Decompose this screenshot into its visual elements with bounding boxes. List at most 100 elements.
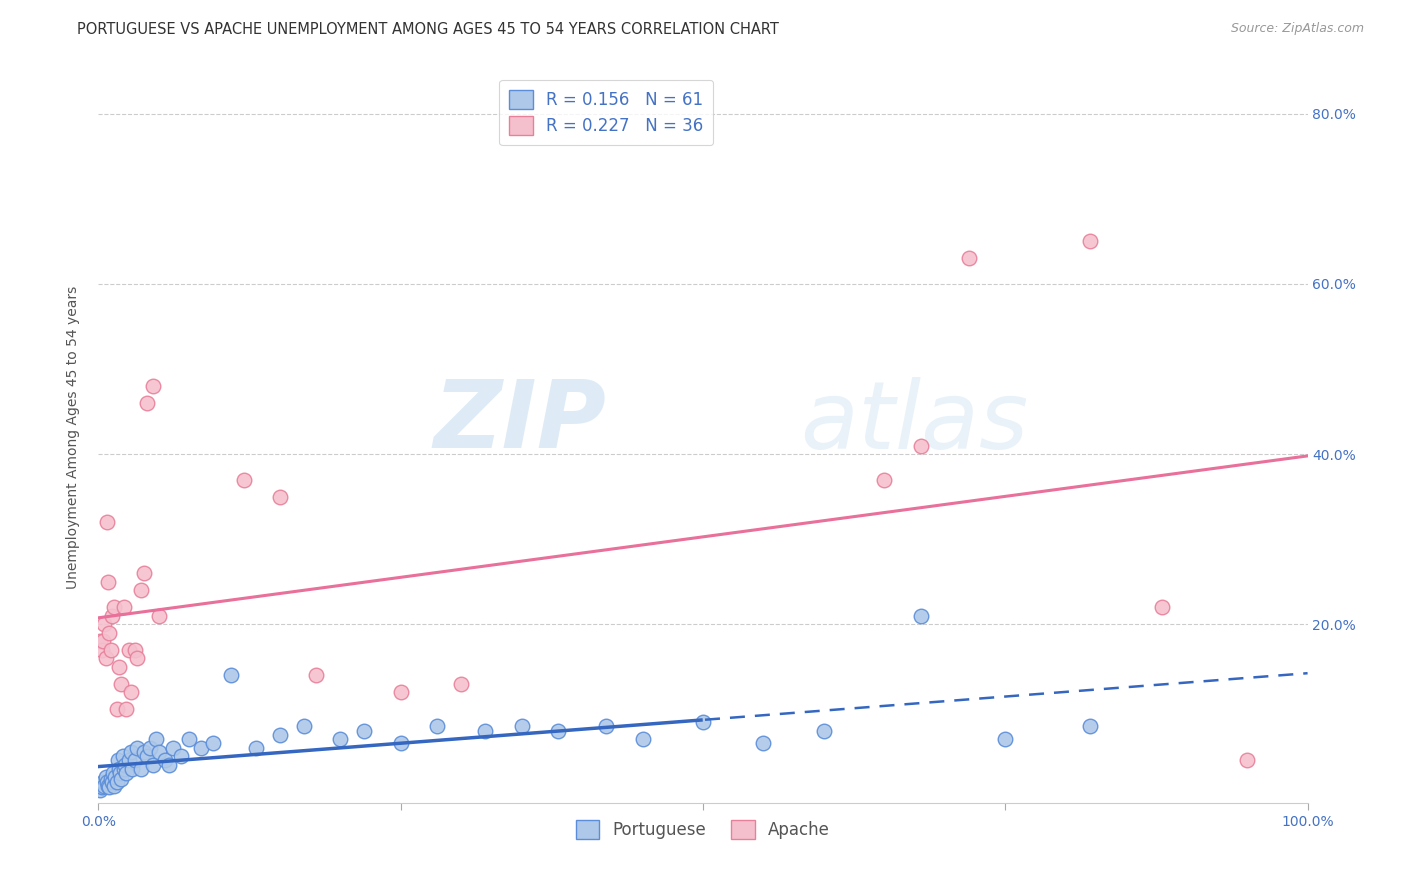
Text: atlas: atlas bbox=[800, 377, 1028, 468]
Point bbox=[110, 677, 132, 691]
Point bbox=[110, 772, 132, 786]
Point bbox=[107, 753, 129, 767]
Point bbox=[118, 642, 141, 657]
Point bbox=[91, 780, 114, 795]
Point bbox=[100, 774, 122, 789]
Y-axis label: Unemployment Among Ages 45 to 54 years: Unemployment Among Ages 45 to 54 years bbox=[66, 285, 80, 589]
Point bbox=[127, 651, 149, 665]
Point bbox=[389, 685, 412, 699]
Point bbox=[91, 774, 114, 789]
Point bbox=[190, 740, 212, 755]
Point bbox=[97, 779, 120, 793]
Point bbox=[115, 702, 138, 716]
Point bbox=[115, 766, 138, 780]
Point bbox=[142, 757, 165, 772]
Point bbox=[179, 731, 201, 746]
Point bbox=[94, 770, 117, 784]
Point bbox=[89, 634, 111, 648]
Point bbox=[89, 783, 111, 797]
Point bbox=[353, 723, 375, 738]
Point bbox=[153, 753, 176, 767]
Point bbox=[108, 659, 131, 673]
Point bbox=[124, 642, 146, 657]
Point bbox=[91, 634, 114, 648]
Point bbox=[121, 762, 143, 776]
Text: ZIP: ZIP bbox=[433, 376, 606, 468]
Point bbox=[221, 668, 243, 682]
Text: PORTUGUESE VS APACHE UNEMPLOYMENT AMONG AGES 45 TO 54 YEARS CORRELATION CHART: PORTUGUESE VS APACHE UNEMPLOYMENT AMONG … bbox=[77, 22, 779, 37]
Point bbox=[129, 762, 152, 776]
Point bbox=[98, 780, 121, 795]
Point bbox=[813, 723, 835, 738]
Point bbox=[994, 731, 1017, 746]
Point bbox=[202, 736, 225, 750]
Point bbox=[269, 490, 291, 504]
Point bbox=[91, 642, 114, 657]
Point bbox=[105, 702, 128, 716]
Point bbox=[90, 779, 112, 793]
Point bbox=[752, 736, 775, 750]
Text: Source: ZipAtlas.com: Source: ZipAtlas.com bbox=[1230, 22, 1364, 36]
Point bbox=[93, 617, 115, 632]
Point bbox=[389, 736, 412, 750]
Point bbox=[957, 252, 980, 266]
Point bbox=[142, 379, 165, 393]
Point bbox=[101, 766, 124, 780]
Point bbox=[148, 608, 170, 623]
Point bbox=[96, 515, 118, 529]
Point bbox=[595, 719, 617, 733]
Point bbox=[103, 779, 125, 793]
Point bbox=[100, 642, 122, 657]
Point bbox=[232, 473, 254, 487]
Point bbox=[305, 668, 328, 682]
Point bbox=[108, 762, 131, 776]
Point bbox=[910, 608, 932, 623]
Point bbox=[1236, 753, 1258, 767]
Point bbox=[112, 600, 135, 615]
Point bbox=[112, 762, 135, 776]
Point bbox=[134, 566, 156, 581]
Point bbox=[100, 772, 122, 786]
Point bbox=[631, 731, 654, 746]
Point bbox=[1078, 719, 1101, 733]
Point bbox=[292, 719, 315, 733]
Point bbox=[245, 740, 267, 755]
Legend: Portuguese, Apache: Portuguese, Apache bbox=[569, 814, 837, 846]
Point bbox=[120, 745, 142, 759]
Point bbox=[873, 473, 896, 487]
Point bbox=[450, 677, 472, 691]
Point bbox=[692, 714, 714, 729]
Point bbox=[135, 749, 157, 764]
Point bbox=[105, 774, 128, 789]
Point bbox=[103, 600, 125, 615]
Point bbox=[145, 731, 167, 746]
Point bbox=[108, 766, 131, 780]
Point bbox=[269, 728, 291, 742]
Point bbox=[124, 753, 146, 767]
Point bbox=[97, 574, 120, 589]
Point bbox=[910, 439, 932, 453]
Point bbox=[426, 719, 449, 733]
Point bbox=[1078, 235, 1101, 249]
Point bbox=[120, 685, 142, 699]
Point bbox=[169, 749, 191, 764]
Point bbox=[98, 625, 121, 640]
Point bbox=[127, 740, 149, 755]
Point bbox=[510, 719, 533, 733]
Point bbox=[157, 757, 180, 772]
Point bbox=[148, 745, 170, 759]
Point bbox=[474, 723, 496, 738]
Point bbox=[104, 770, 127, 784]
Point bbox=[135, 396, 157, 410]
Point bbox=[547, 723, 569, 738]
Point bbox=[1152, 600, 1174, 615]
Point bbox=[93, 779, 115, 793]
Point bbox=[118, 753, 141, 767]
Point bbox=[139, 740, 162, 755]
Point bbox=[96, 774, 118, 789]
Point bbox=[134, 745, 156, 759]
Point bbox=[94, 651, 117, 665]
Point bbox=[111, 749, 134, 764]
Point bbox=[162, 740, 184, 755]
Point bbox=[329, 731, 352, 746]
